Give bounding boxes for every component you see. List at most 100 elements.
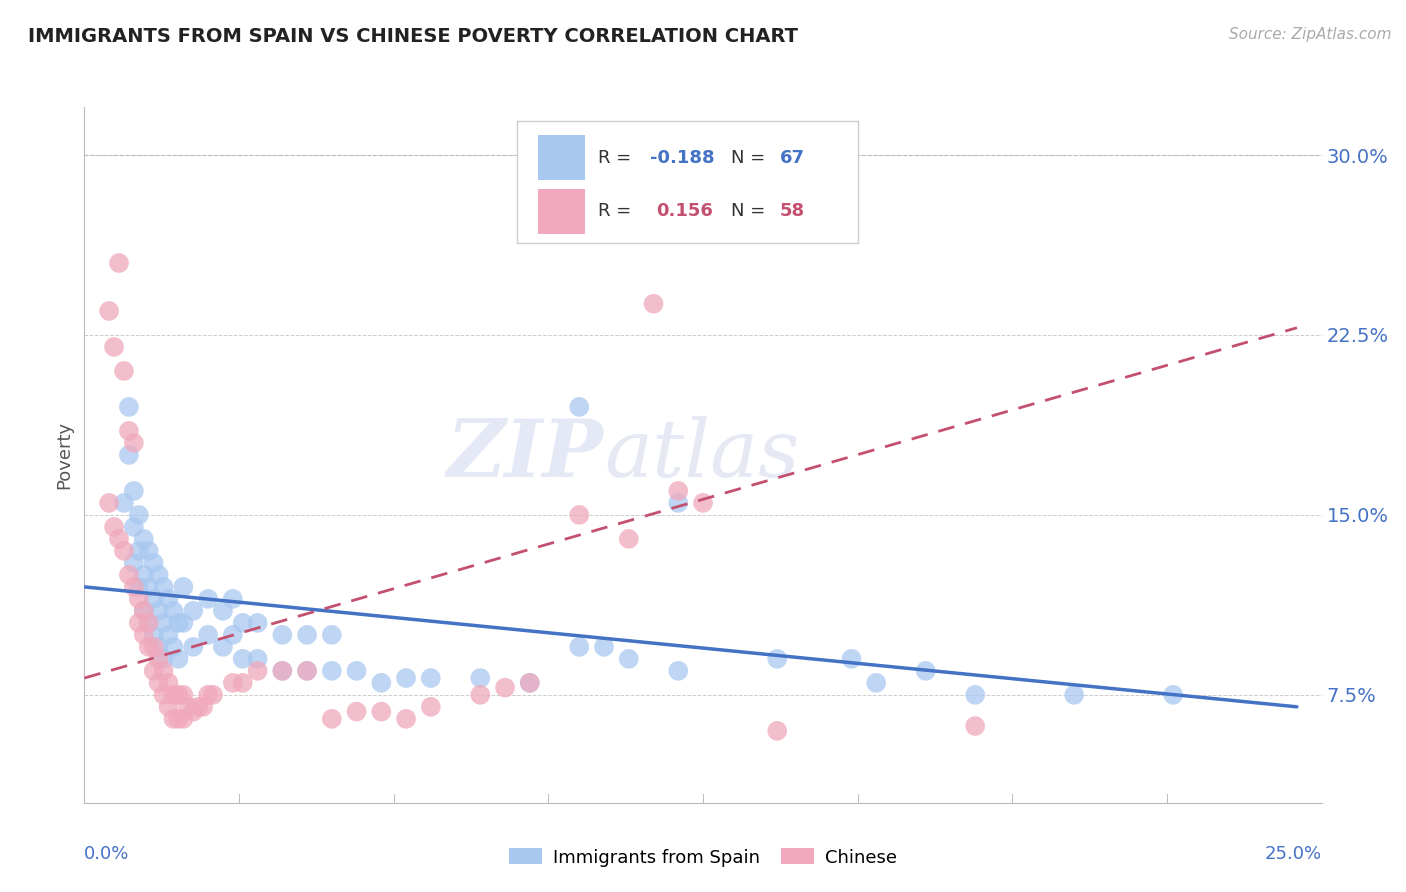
Point xyxy=(1161,688,1184,702)
Point xyxy=(162,640,184,654)
Point xyxy=(395,671,418,685)
Point xyxy=(128,580,150,594)
Point xyxy=(167,652,190,666)
Y-axis label: Poverty: Poverty xyxy=(55,421,73,489)
Text: R =: R = xyxy=(598,202,643,220)
Text: 67: 67 xyxy=(780,149,804,167)
Point xyxy=(98,304,121,318)
Point xyxy=(128,615,150,630)
Text: ZIP: ZIP xyxy=(447,417,605,493)
Point xyxy=(568,640,591,654)
Point xyxy=(172,580,194,594)
Point xyxy=(419,671,441,685)
Point xyxy=(148,676,170,690)
Point xyxy=(197,628,219,642)
Point xyxy=(132,567,155,582)
Point xyxy=(162,712,184,726)
Point xyxy=(118,424,141,438)
Point xyxy=(295,628,318,642)
Point xyxy=(132,628,155,642)
Point xyxy=(172,712,194,726)
Text: atlas: atlas xyxy=(605,417,800,493)
Text: Source: ZipAtlas.com: Source: ZipAtlas.com xyxy=(1229,27,1392,42)
Point xyxy=(181,640,204,654)
Point xyxy=(346,705,368,719)
Point xyxy=(148,567,170,582)
Point xyxy=(841,652,863,666)
Point xyxy=(212,640,235,654)
Point xyxy=(162,604,184,618)
Point xyxy=(138,580,160,594)
Point xyxy=(148,604,170,618)
Point xyxy=(865,676,887,690)
Text: -0.188: -0.188 xyxy=(650,149,714,167)
FancyBboxPatch shape xyxy=(517,121,858,243)
Point xyxy=(167,712,190,726)
Point xyxy=(118,400,141,414)
Point xyxy=(142,664,165,678)
Point xyxy=(470,688,492,702)
Point xyxy=(494,681,516,695)
Text: N =: N = xyxy=(731,202,772,220)
Point xyxy=(167,615,190,630)
Point xyxy=(519,676,541,690)
Text: 0.0%: 0.0% xyxy=(84,845,129,863)
Text: R =: R = xyxy=(598,149,637,167)
Point xyxy=(152,615,174,630)
Point xyxy=(122,483,145,498)
Legend: Immigrants from Spain, Chinese: Immigrants from Spain, Chinese xyxy=(502,841,904,874)
Point xyxy=(617,652,640,666)
Text: 0.156: 0.156 xyxy=(657,202,713,220)
Point xyxy=(222,628,245,642)
Point xyxy=(108,532,131,546)
Point xyxy=(271,664,294,678)
Point xyxy=(128,508,150,522)
Point xyxy=(666,496,689,510)
Point xyxy=(157,699,180,714)
Point xyxy=(98,496,121,510)
Point xyxy=(103,520,125,534)
Point xyxy=(128,591,150,606)
Point xyxy=(112,544,135,558)
Point xyxy=(122,580,145,594)
Point xyxy=(470,671,492,685)
Point xyxy=(766,723,789,738)
Point xyxy=(370,676,392,690)
Text: N =: N = xyxy=(731,149,772,167)
Point xyxy=(181,705,204,719)
Point xyxy=(271,628,294,642)
Point xyxy=(152,652,174,666)
Text: 58: 58 xyxy=(780,202,804,220)
Point xyxy=(568,508,591,522)
Point xyxy=(191,699,214,714)
Point xyxy=(321,628,343,642)
Point xyxy=(132,532,155,546)
Point xyxy=(766,652,789,666)
Point xyxy=(346,664,368,678)
Point xyxy=(112,364,135,378)
Point xyxy=(419,699,441,714)
Text: IMMIGRANTS FROM SPAIN VS CHINESE POVERTY CORRELATION CHART: IMMIGRANTS FROM SPAIN VS CHINESE POVERTY… xyxy=(28,27,799,45)
Point xyxy=(543,208,565,222)
Point xyxy=(142,640,165,654)
Point xyxy=(246,664,269,678)
Point xyxy=(152,664,174,678)
Point xyxy=(122,520,145,534)
Point xyxy=(142,628,165,642)
Point xyxy=(132,604,155,618)
FancyBboxPatch shape xyxy=(538,189,585,234)
Point xyxy=(965,688,987,702)
Point xyxy=(914,664,936,678)
Point xyxy=(148,640,170,654)
Point xyxy=(142,556,165,570)
Point xyxy=(197,688,219,702)
Point xyxy=(666,664,689,678)
Point xyxy=(617,532,640,546)
Point xyxy=(271,664,294,678)
FancyBboxPatch shape xyxy=(538,136,585,180)
Point xyxy=(181,604,204,618)
Point xyxy=(167,688,190,702)
Point xyxy=(148,652,170,666)
Point xyxy=(232,615,254,630)
Point xyxy=(177,699,200,714)
